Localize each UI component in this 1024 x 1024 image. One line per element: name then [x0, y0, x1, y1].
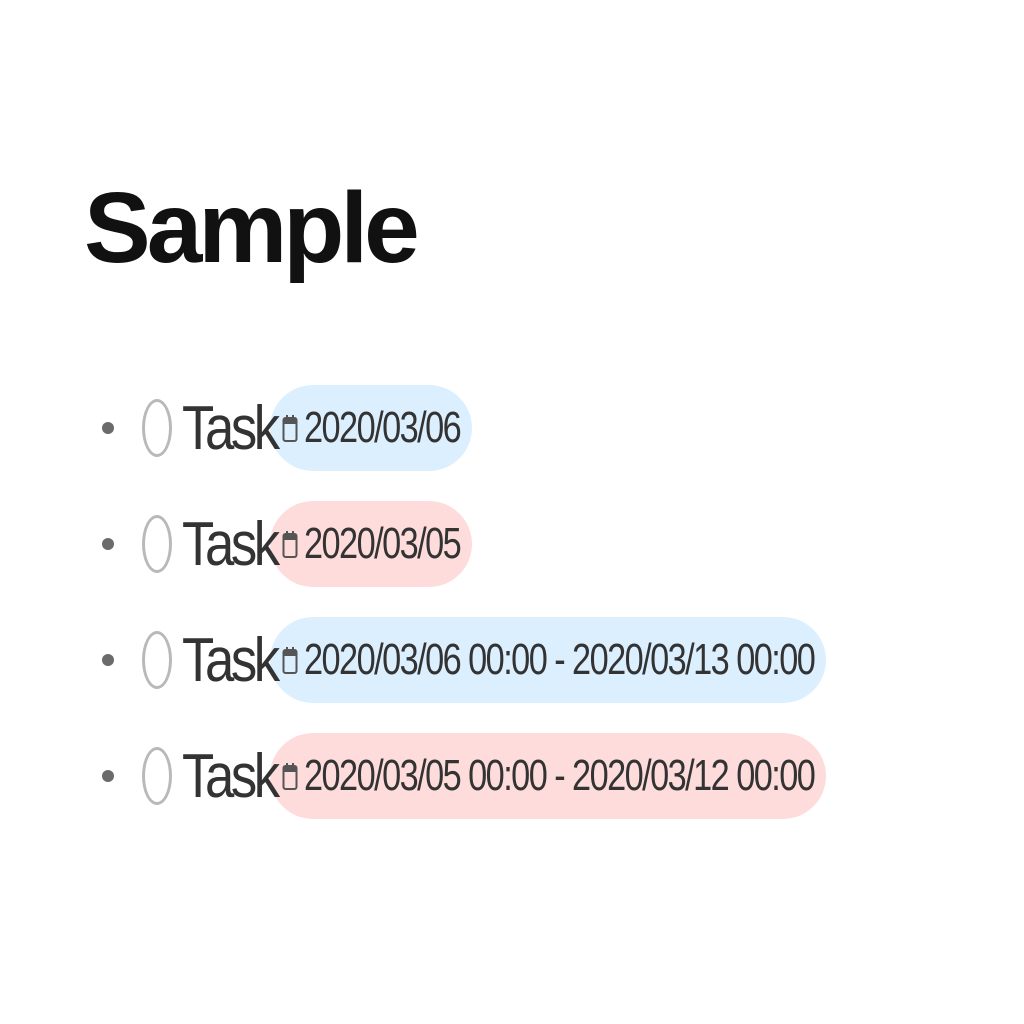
calendar-icon — [282, 645, 298, 675]
calendar-icon — [282, 413, 298, 443]
task-checkbox[interactable] — [142, 515, 172, 573]
bullet-dot — [102, 654, 114, 666]
page-title: Sample — [84, 172, 420, 284]
due-date-text: 2020/03/06 00:00 - 2020/03/13 00:00 — [304, 635, 816, 684]
due-date-chip[interactable]: 2020/03/06 — [270, 385, 472, 471]
due-date-text: 2020/03/06 — [304, 403, 462, 452]
task-item: Task 2020/03/05 00:00 - 2020/03/12 00:00 — [96, 718, 827, 834]
due-date-range-chip[interactable]: 2020/03/06 00:00 - 2020/03/13 00:00 — [270, 617, 827, 703]
bullet-dot — [102, 538, 114, 550]
task-label[interactable]: Task — [182, 625, 280, 695]
task-label[interactable]: Task — [182, 509, 280, 579]
due-date-text: 2020/03/05 00:00 - 2020/03/12 00:00 — [304, 751, 816, 800]
task-label[interactable]: Task — [182, 741, 280, 811]
task-list: Task 2020/03/06 Task — [96, 370, 827, 834]
task-checkbox[interactable] — [142, 399, 172, 457]
due-date-text: 2020/03/05 — [304, 519, 462, 568]
bullet-dot — [102, 422, 114, 434]
task-item: Task 2020/03/05 — [96, 486, 826, 602]
task-checkbox[interactable] — [142, 747, 172, 805]
task-label[interactable]: Task — [182, 393, 280, 463]
bullet-dot — [102, 770, 114, 782]
task-checkbox[interactable] — [142, 631, 172, 689]
calendar-icon — [282, 529, 298, 559]
due-date-range-chip[interactable]: 2020/03/05 00:00 - 2020/03/12 00:00 — [270, 733, 827, 819]
due-date-chip[interactable]: 2020/03/05 — [270, 501, 472, 587]
task-item: Task 2020/03/06 00:00 - 2020/03/13 00:00 — [96, 602, 827, 718]
task-item: Task 2020/03/06 — [96, 370, 826, 486]
calendar-icon — [282, 761, 298, 791]
